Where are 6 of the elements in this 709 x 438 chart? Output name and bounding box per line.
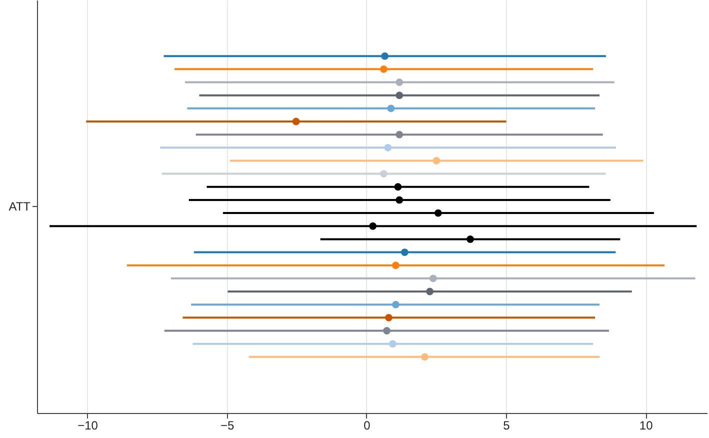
y-tick-label: ATT — [8, 200, 32, 214]
x-tick-label: 10 — [639, 418, 654, 432]
x-tick-label: 0 — [364, 418, 371, 432]
x-tick-label: −5 — [220, 418, 234, 432]
x-tick-label: −10 — [78, 418, 98, 432]
x-tick-label: 5 — [503, 418, 510, 432]
